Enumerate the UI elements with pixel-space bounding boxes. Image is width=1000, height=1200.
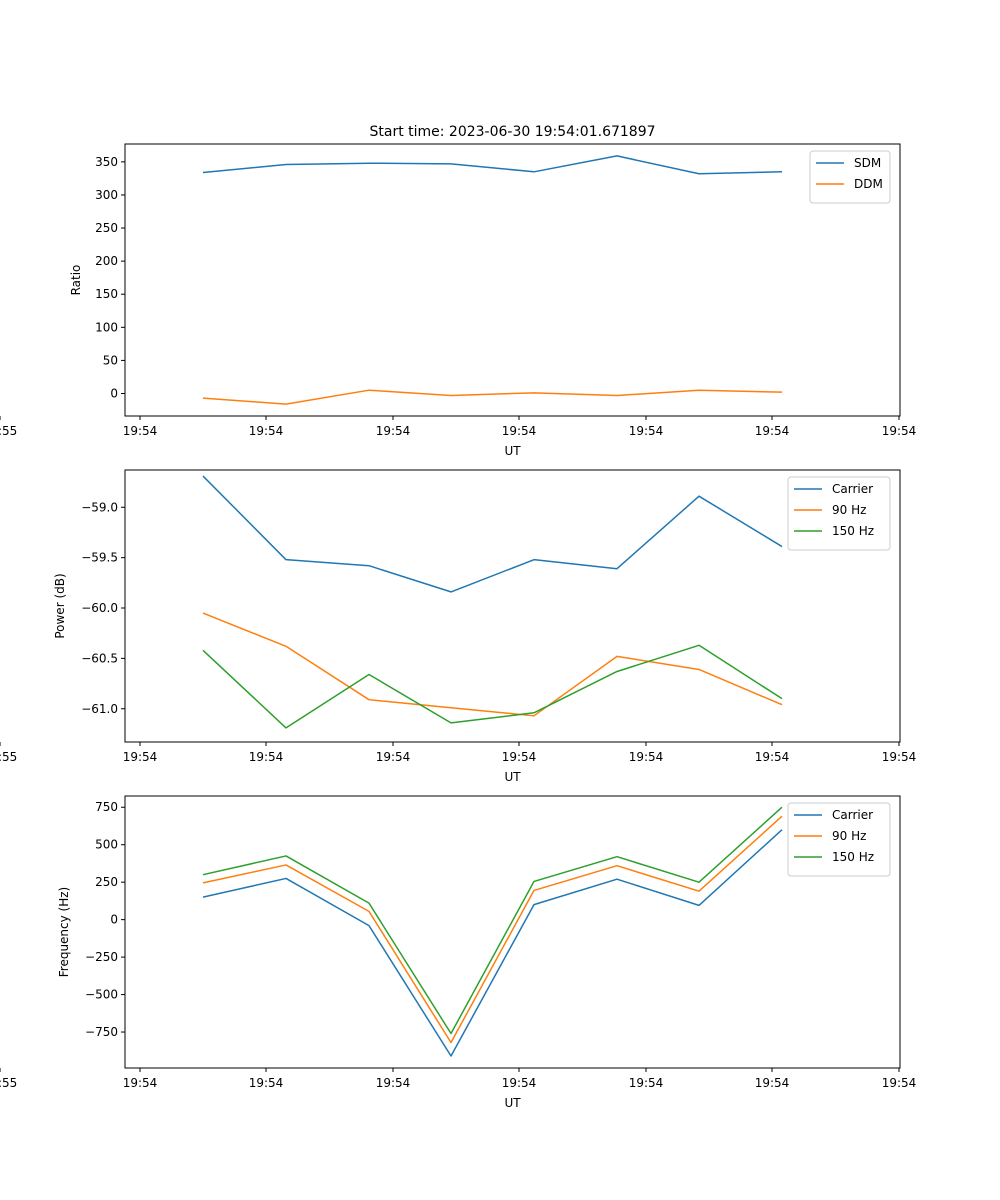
x-tick-label: 19:55 xyxy=(0,750,17,764)
y-tick-label: 0 xyxy=(110,386,118,400)
legend-box xyxy=(809,150,891,204)
legend-label: 150 Hz xyxy=(832,850,874,864)
x-tick-label: 19:54 xyxy=(882,424,917,438)
subplot-1: 19:54 19:54 19:54 19:54 19:54 19:54 19:54 19:55… xyxy=(0,143,917,458)
x-tick-label: 19:54 xyxy=(629,1076,664,1090)
y-tick-label: −750 xyxy=(85,1025,118,1039)
x-axis-label: UT xyxy=(504,1096,521,1110)
y-tick-label: 250 xyxy=(95,875,118,889)
x-axis-label: UT xyxy=(504,444,521,458)
y-tick-label: 350 xyxy=(95,155,118,169)
x-tick-label: 19:55 xyxy=(0,1076,17,1090)
y-axis-label: Ratio xyxy=(69,265,83,296)
series-line-ddm xyxy=(202,389,783,405)
y-tick-label: 0 xyxy=(110,913,118,927)
series-line-150-hz xyxy=(202,644,783,729)
x-tick-label: 19:54 xyxy=(755,1076,790,1090)
x-tick-label: 19:54 xyxy=(502,1076,537,1090)
x-tick-label: 19:54 xyxy=(249,424,284,438)
y-tick-label: −500 xyxy=(85,988,118,1002)
y-tick-label: −60.0 xyxy=(81,601,118,615)
plot-frame xyxy=(124,143,901,417)
legend-label: DDM xyxy=(854,177,883,191)
chart-title: Start time: 2023-06-30 19:54:01.671897 xyxy=(369,124,655,140)
series-line-90-hz xyxy=(202,612,783,717)
x-tick-label: 19:54 xyxy=(755,424,790,438)
y-tick-label: 200 xyxy=(95,254,118,268)
x-tick-label: 19:54 xyxy=(123,424,158,438)
legend: SDM DDM xyxy=(809,150,891,204)
legend-label: SDM xyxy=(854,156,881,170)
x-tick-label: 19:54 xyxy=(376,1076,411,1090)
series-line-sdm xyxy=(202,155,783,175)
x-tick-label: 19:54 xyxy=(123,750,158,764)
x-tick-label: 19:54 xyxy=(376,750,411,764)
y-axis-label: Power (dB) xyxy=(53,573,67,638)
legend: Carrier 90 Hz 150 Hz xyxy=(787,476,891,551)
series-line-carrier xyxy=(202,475,783,593)
legend: Carrier 90 Hz 150 Hz xyxy=(787,802,891,877)
series-line-150-hz xyxy=(202,806,783,1035)
legend-label: 90 Hz xyxy=(832,503,866,517)
y-tick-label: 150 xyxy=(95,287,118,301)
plot-frame xyxy=(124,469,901,743)
x-tick-label: 19:54 xyxy=(882,750,917,764)
legend-label: 90 Hz xyxy=(832,829,866,843)
y-tick-label: −59.5 xyxy=(81,551,118,565)
x-tick-label: 19:54 xyxy=(249,750,284,764)
x-tick-label: 19:54 xyxy=(755,750,790,764)
y-tick-label: 500 xyxy=(95,838,118,852)
x-tick-label: 19:54 xyxy=(502,750,537,764)
subplot-3: 19:54 19:54 19:54 19:54 19:54 19:54 19:54 19:55… xyxy=(0,795,917,1110)
x-tick-label: 19:54 xyxy=(629,750,664,764)
x-tick-label: 19:54 xyxy=(629,424,664,438)
plot-frame xyxy=(124,795,901,1069)
y-axis-label: Frequency (Hz) xyxy=(57,887,71,978)
legend-label: Carrier xyxy=(832,482,873,496)
x-tick-label: 19:54 xyxy=(123,1076,158,1090)
y-tick-label: −250 xyxy=(85,950,118,964)
x-tick-label: 19:54 xyxy=(376,424,411,438)
legend-label: Carrier xyxy=(832,808,873,822)
y-tick-label: −59.0 xyxy=(81,500,118,514)
legend-label: 150 Hz xyxy=(832,524,874,538)
series-line-carrier xyxy=(202,829,783,1057)
series-line-90-hz xyxy=(202,815,783,1044)
x-axis-label: UT xyxy=(504,770,521,784)
subplot-2: 19:54 19:54 19:54 19:54 19:54 19:54 19:54 19:55… xyxy=(0,469,917,784)
y-tick-label: 750 xyxy=(95,800,118,814)
x-tick-label: 19:54 xyxy=(502,424,537,438)
x-tick-label: 19:54 xyxy=(882,1076,917,1090)
y-tick-label: 100 xyxy=(95,320,118,334)
y-tick-label: 50 xyxy=(103,353,118,367)
y-tick-label: 250 xyxy=(95,221,118,235)
x-tick-label: 19:54 xyxy=(249,1076,284,1090)
y-tick-label: −61.0 xyxy=(81,702,118,716)
x-tick-label: 19:55 xyxy=(0,424,17,438)
y-tick-label: 300 xyxy=(95,188,118,202)
y-tick-label: −60.5 xyxy=(81,651,118,665)
